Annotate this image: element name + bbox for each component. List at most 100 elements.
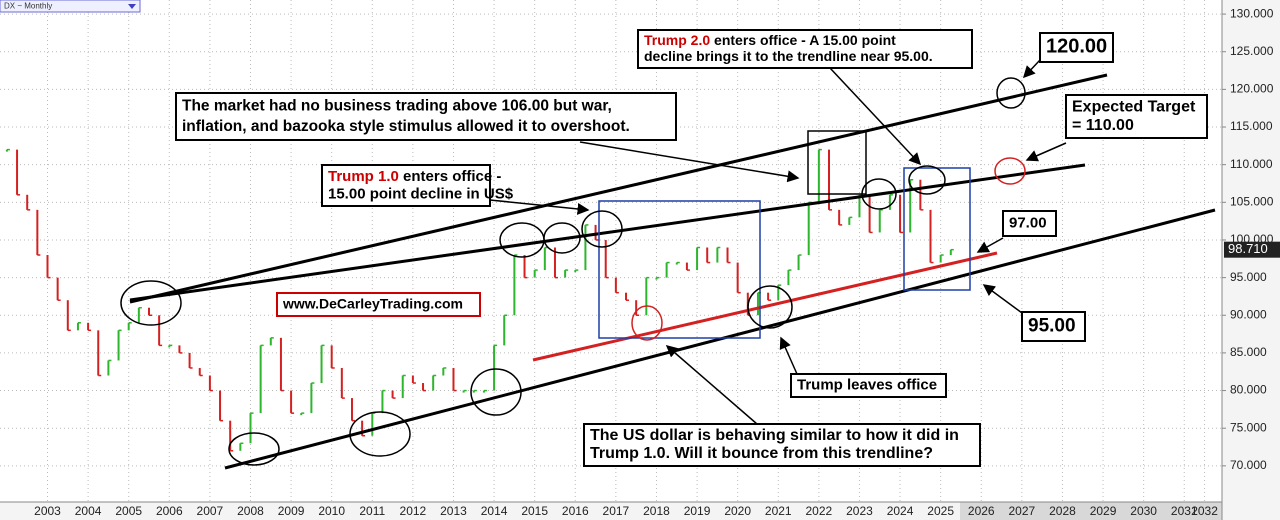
symbol-label: DX ~ Monthly	[4, 2, 52, 11]
annotation-segment: decline brings it to the trendline near …	[644, 48, 933, 64]
arrow	[982, 284, 1023, 314]
arrow	[829, 67, 922, 166]
annotation-segment: enters office - A 15.00 point	[710, 32, 896, 48]
annotation-box	[1021, 311, 1086, 342]
annotation-box	[276, 292, 481, 317]
annotation-text: The US dollar is behaving similar to how…	[590, 427, 959, 444]
trendline	[532, 251, 998, 362]
annotation-text: 15.00 point decline in US$	[328, 185, 514, 202]
dropdown-icon[interactable]	[128, 4, 136, 9]
arrow	[779, 336, 798, 375]
trendline	[224, 208, 1216, 470]
trendline	[129, 73, 1108, 304]
circle	[470, 368, 522, 416]
x-tick-label: 2009	[278, 504, 305, 518]
highlight-box	[807, 130, 867, 195]
x-tick-label: 2023	[846, 504, 873, 518]
trendline	[129, 163, 1086, 302]
arrow	[976, 237, 1004, 253]
y-tick-label: 110.000	[1230, 157, 1273, 171]
x-tick-label: 2003	[34, 504, 61, 518]
annotation-segment: Trump 2.0	[644, 32, 710, 48]
x-tick-label: 2022	[806, 504, 833, 518]
annotation-segment: Expected Target	[1072, 98, 1196, 115]
annotation-text: Trump 1.0 enters office -	[328, 168, 501, 185]
last-price-label: 98.710	[1228, 241, 1268, 256]
annotation-text: = 110.00	[1072, 117, 1134, 134]
annotation-box	[1002, 210, 1057, 237]
arrow	[1025, 142, 1067, 162]
x-tick-label: 2015	[521, 504, 548, 518]
annotation-box	[1065, 94, 1208, 139]
x-tick-label: 2024	[887, 504, 914, 518]
x-tick-label: 2031	[1171, 504, 1198, 518]
circle	[631, 305, 663, 341]
x-tick-label: 2004	[75, 504, 102, 518]
x-tick-label: 2008	[237, 504, 264, 518]
circle	[120, 280, 182, 326]
annotation-segment: enters office -	[399, 168, 502, 185]
y-tick-label: 90.000	[1230, 307, 1267, 321]
symbol-selector[interactable]: DX ~ Monthly	[0, 0, 141, 13]
annotation-segment: Trump leaves office	[797, 376, 937, 393]
x-axis-panel	[0, 502, 1222, 520]
future-shade	[960, 502, 1222, 520]
annotation-text: Trump leaves office	[797, 376, 937, 393]
x-tick-label: 2018	[643, 504, 670, 518]
arrow	[489, 199, 590, 215]
circle	[861, 178, 897, 210]
circle	[908, 165, 946, 195]
circle	[543, 222, 581, 254]
symbol-box[interactable]	[0, 0, 141, 13]
circle	[228, 432, 280, 466]
annotations: 120.00 Trump 2.0 enters office - A 15.00 …	[175, 29, 1208, 467]
y-tick-label: 125.000	[1230, 44, 1274, 58]
x-tick-label: 2013	[440, 504, 467, 518]
annotation-text: www.DeCarleyTrading.com	[282, 295, 463, 311]
annotation-segment: The market had no business trading above…	[182, 97, 612, 114]
x-tick-label: 2014	[481, 504, 508, 518]
annotation-segment: 15.00 point decline in US$	[328, 185, 514, 202]
x-tick-label: 2026	[968, 504, 995, 518]
x-tick-label: 2030	[1130, 504, 1157, 518]
annotation-box	[790, 373, 947, 398]
annotation-box	[583, 423, 981, 467]
x-tick-label: 2005	[115, 504, 142, 518]
x-tick-label: 2032	[1191, 504, 1218, 518]
y-tick-label: 75.000	[1230, 420, 1267, 434]
x-tick-label: 2020	[724, 504, 751, 518]
annotation-box	[637, 29, 973, 69]
arrow	[579, 141, 800, 183]
drawings	[120, 73, 1216, 470]
annotation-text: Expected Target	[1072, 98, 1196, 115]
y-tick-label: 105.000	[1230, 194, 1274, 208]
annotation-segment: = 110.00	[1072, 117, 1134, 134]
arrows	[489, 59, 1067, 425]
last-price-box	[1224, 241, 1280, 258]
annotation-segment: 120.00	[1046, 36, 1107, 58]
x-tick-label: 2017	[603, 504, 630, 518]
x-tick-label: 2025	[927, 504, 954, 518]
annotation-text: decline brings it to the trendline near …	[644, 48, 933, 64]
annotation-segment: inflation, and bazooka style stimulus al…	[182, 118, 630, 135]
y-axis-panel	[1222, 0, 1280, 520]
x-tick-label: 2007	[197, 504, 224, 518]
y-tick-label: 80.000	[1230, 383, 1267, 397]
x-tick-label: 2019	[684, 504, 711, 518]
annotation-segment: www.DeCarleyTrading.com	[282, 295, 463, 311]
annotation-text: The market had no business trading above…	[182, 97, 612, 114]
annotation-segment: 97.00	[1009, 214, 1047, 231]
annotation-text: 95.00	[1028, 316, 1076, 337]
annotation-segment: Trump 1.0. Will it bounce from this tren…	[590, 445, 933, 462]
annotation-segment: The US dollar is behaving similar to how…	[590, 427, 959, 444]
x-tick-label: 2028	[1049, 504, 1076, 518]
y-tick-label: 130.000	[1230, 6, 1274, 20]
x-tick-label: 2021	[765, 504, 792, 518]
circle	[349, 411, 411, 457]
x-tick-label: 2012	[400, 504, 427, 518]
x-tick-label: 2029	[1090, 504, 1117, 518]
annotation-segment: Trump 1.0	[328, 168, 399, 185]
x-tick-label: 2010	[318, 504, 345, 518]
annotation-box	[1039, 32, 1114, 63]
annotation-text: 120.00	[1046, 36, 1107, 58]
